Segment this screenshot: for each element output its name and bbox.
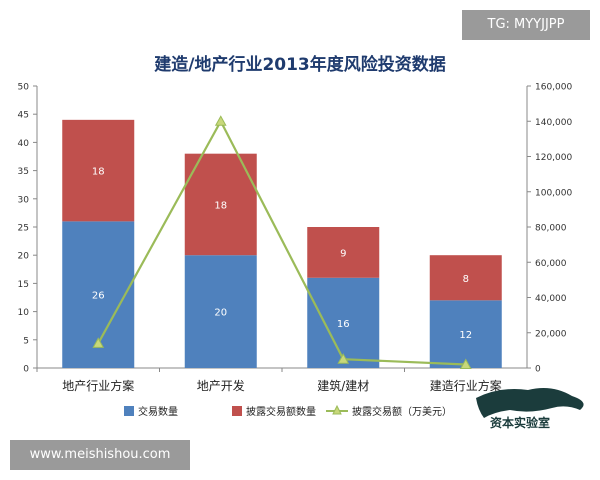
- x-tick-label: 建造行业方案: [430, 378, 502, 393]
- y-right-tick-label: 60,000: [535, 259, 567, 269]
- y-right-tick-label: 80,000: [535, 224, 567, 234]
- y-left-tick-label: 5: [23, 336, 29, 346]
- line-point: [337, 353, 350, 364]
- line-path: [97, 118, 466, 366]
- y-left-tick-label: 0: [23, 365, 29, 375]
- line-point: [92, 337, 105, 348]
- y-left-tick-label: 35: [18, 167, 29, 177]
- bar-data-label: 8: [463, 274, 469, 285]
- y-right-tick-label: 140,000: [535, 118, 572, 128]
- bar-data-label: 9: [340, 248, 346, 259]
- axes: 0 5 10 15 20 25 30 35 40 45 50 0 20,000 40,000 60,000 8…: [18, 83, 573, 394]
- y-right-tick-label: 120,000: [535, 153, 572, 163]
- x-tick-label: 地产行业方案: [62, 378, 134, 393]
- legend-swatch: [124, 406, 134, 416]
- y-right-tick-label: 100,000: [535, 188, 572, 198]
- line-point: [459, 358, 472, 369]
- y-right-tick-label: 160,000: [535, 83, 572, 93]
- legend-marker: [332, 404, 342, 415]
- y-left-tick-label: 10: [18, 308, 30, 318]
- x-tick-label: 地产开发: [197, 378, 245, 393]
- legend-label: 交易数量: [138, 405, 178, 418]
- y-right-tick-label: 0: [535, 365, 541, 375]
- y-left-tick-label: 20: [18, 252, 30, 262]
- y-left-tick-label: 30: [18, 195, 30, 205]
- x-tick-label: 建筑/建材: [317, 378, 369, 393]
- line-point: [214, 115, 227, 126]
- bar: [184, 153, 257, 256]
- legend-swatch: [232, 406, 242, 416]
- bar: [307, 227, 380, 278]
- y-left-tick-label: 50: [18, 83, 30, 93]
- bars: 26 18 20 18 16 9 12 8: [62, 119, 502, 368]
- bar-data-label: 18: [92, 167, 105, 178]
- y-left-tick-label: 25: [18, 224, 29, 234]
- legend-label: 披露交易额数量: [246, 405, 316, 418]
- logo-text: 资本实验室: [490, 415, 550, 430]
- logo: 资本实验室: [476, 388, 584, 430]
- bar: [184, 255, 257, 368]
- legend-label: 披露交易额（万美元）: [352, 405, 452, 418]
- bar-data-label: 20: [214, 308, 227, 319]
- bar-data-label: 18: [214, 200, 227, 211]
- y-left-tick-label: 45: [18, 111, 29, 121]
- bar-data-label: 16: [337, 319, 350, 330]
- line-series: [92, 115, 472, 369]
- bar: [307, 277, 380, 368]
- bar-data-label: 26: [92, 291, 105, 302]
- legend: 交易数量 披露交易额数量 披露交易额（万美元）: [124, 404, 452, 418]
- y-left-tick-label: 15: [18, 280, 29, 290]
- watermark-tag: TG: MYYJJPP: [462, 10, 590, 40]
- bar: [62, 119, 135, 222]
- y-right-tick-label: 40,000: [535, 294, 567, 304]
- panther-logo: [476, 388, 584, 418]
- watermark-site: www.meishishou.com: [10, 440, 190, 470]
- bar: [429, 300, 502, 368]
- y-right-tick-label: 20,000: [535, 329, 567, 339]
- y-left-tick-label: 40: [18, 139, 30, 149]
- bar: [429, 255, 502, 301]
- bar-data-label: 12: [459, 330, 472, 341]
- chart-title: 建造/地产行业2013年度风险投资数据: [154, 54, 446, 75]
